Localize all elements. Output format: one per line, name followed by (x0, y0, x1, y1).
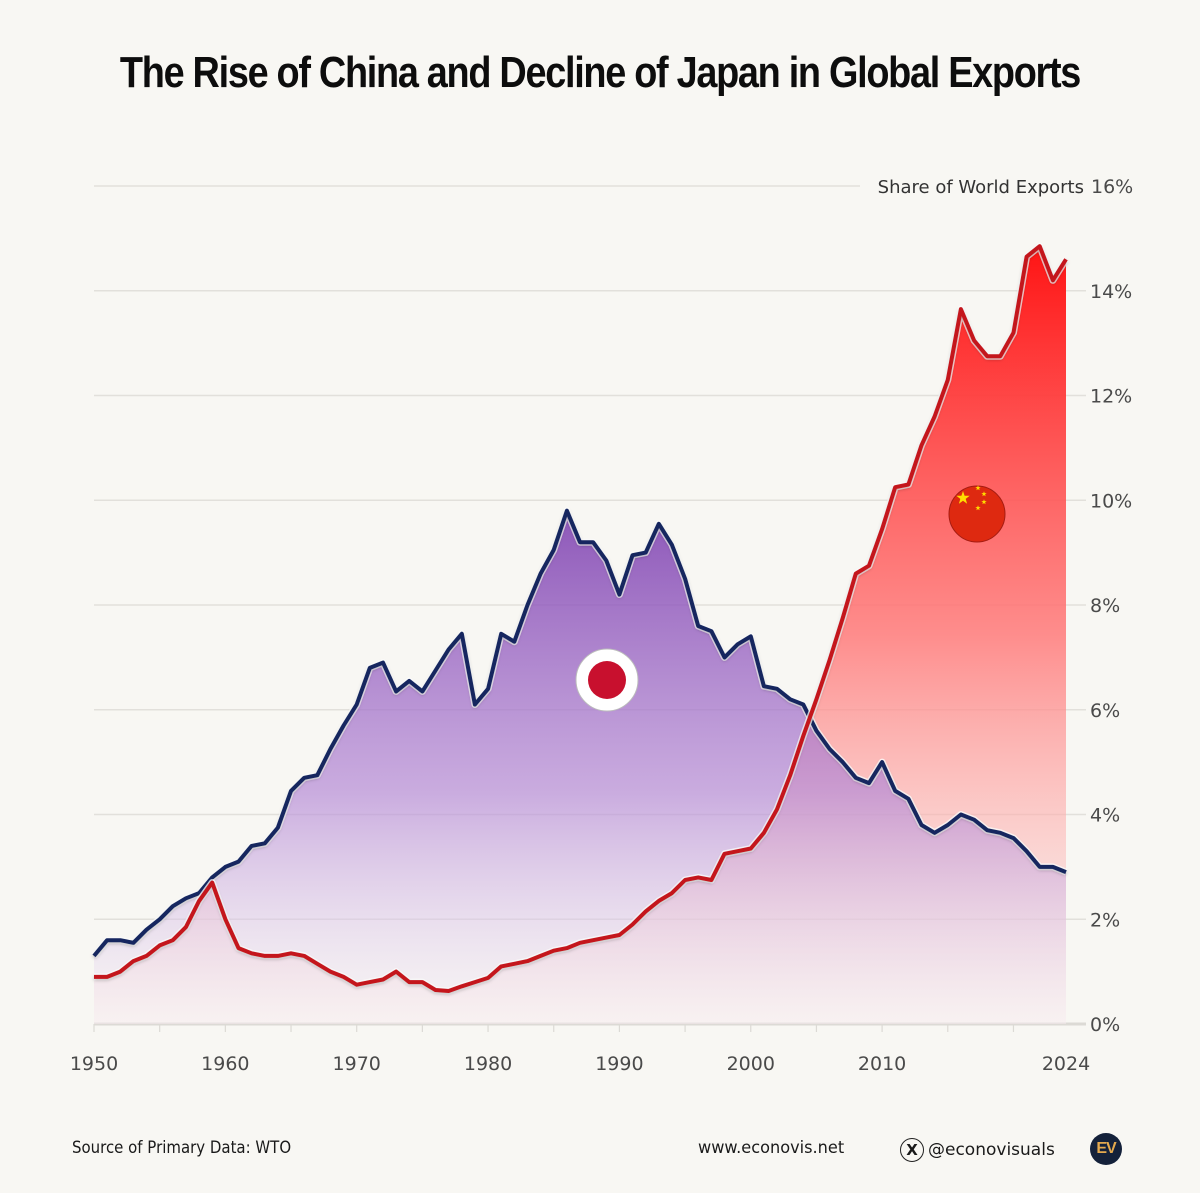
china-flag-background (948, 485, 1006, 543)
areas (94, 246, 1066, 1024)
econovis-logo: EV (1090, 1133, 1122, 1165)
y-tick-label: 16% (1091, 176, 1133, 198)
website-link[interactable]: www.econovis.net (698, 1138, 845, 1158)
social-handle[interactable]: X @econovisuals (900, 1138, 1055, 1162)
y-axis: 0% 2% 4% 6% 8% 10% 12% 14% 16% (1090, 176, 1133, 1036)
china-flag-small-star (975, 505, 981, 511)
y-tick-label: 4% (1090, 805, 1120, 827)
china-line (94, 244, 1068, 993)
x-tick-label: 1980 (464, 1053, 512, 1075)
x-logo-icon: X (900, 1138, 924, 1162)
y-tick-label: 12% (1090, 386, 1132, 408)
x-tick-label: 2024 (1042, 1053, 1090, 1075)
handle-text: @econovisuals (928, 1140, 1055, 1160)
x-tick-label: 2010 (858, 1053, 906, 1075)
y-tick-label: 8% (1090, 595, 1120, 617)
japan-flag-sun (588, 661, 626, 699)
china-flag-small-star (981, 491, 987, 497)
source-note: Source of Primary Data: WTO (72, 1138, 292, 1158)
china-flag-big-star (956, 491, 970, 504)
japan-flag-icon (575, 648, 639, 712)
y-tick-label: 0% (1090, 1014, 1120, 1036)
x-axis: 1950 1960 1970 1980 1990 2000 2010 2024 (70, 1024, 1090, 1075)
x-tick-label: 1960 (201, 1053, 249, 1075)
china-flag-small-star (981, 499, 987, 505)
x-tick-label: 1950 (70, 1053, 118, 1075)
x-tick-label: 1970 (333, 1053, 381, 1075)
flags (575, 485, 1006, 712)
x-tick-label: 1990 (595, 1053, 643, 1075)
japan-area (94, 510, 1066, 1024)
y-tick-label: 6% (1090, 700, 1120, 722)
y-tick-label: 2% (1090, 909, 1120, 931)
china-flag-small-star (975, 485, 981, 491)
japan-line (92, 508, 1067, 958)
x-tick-label: 2000 (727, 1053, 775, 1075)
y-tick-label: 14% (1090, 281, 1132, 303)
y-axis-title: Share of World Exports (878, 177, 1084, 198)
y-tick-label: 10% (1090, 490, 1132, 512)
chart-title: The Rise of China and Decline of Japan i… (119, 48, 1081, 97)
series-lines (91, 242, 1069, 995)
china-flag-icon (948, 485, 1006, 543)
